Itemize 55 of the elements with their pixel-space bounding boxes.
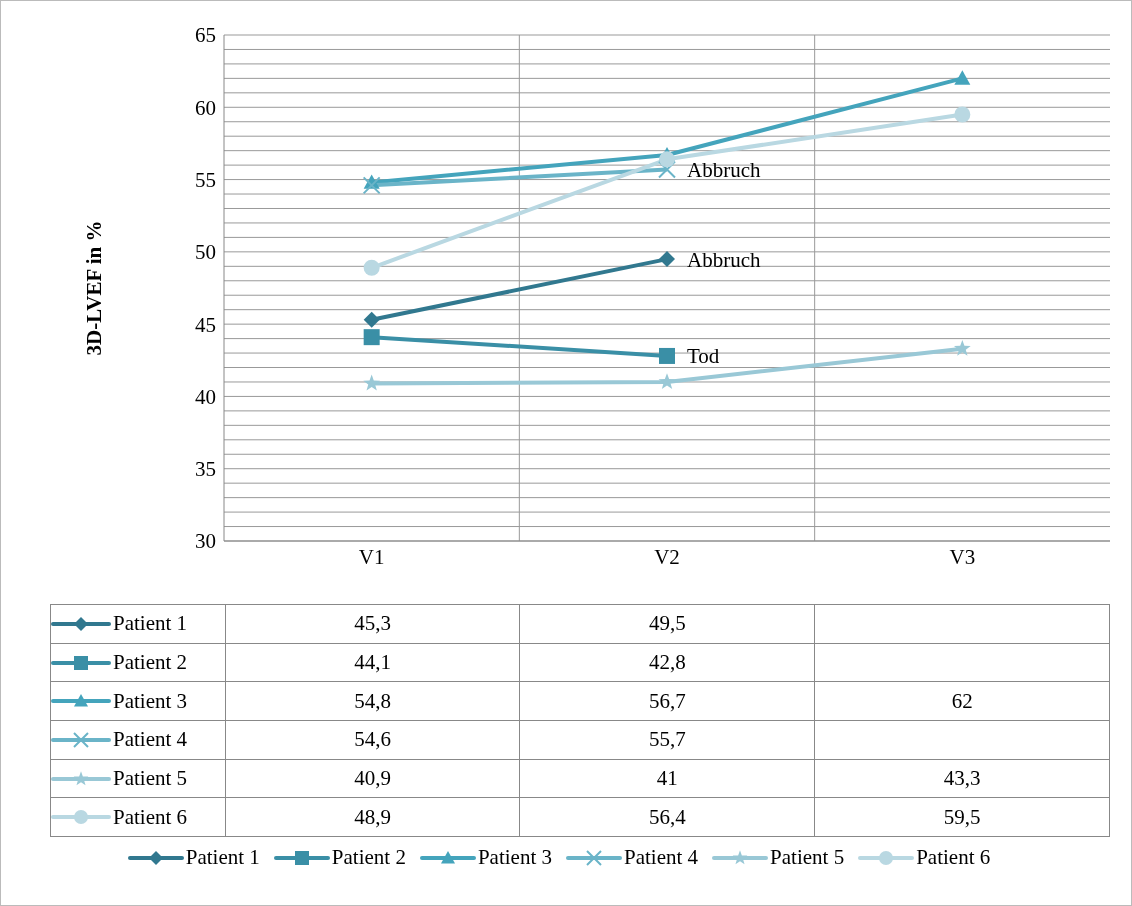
data-label: 42,8 — [520, 643, 816, 682]
text: Patient 3 — [477, 845, 552, 869]
data-label: 43,3 — [815, 759, 1111, 798]
data-label: 59,5 — [815, 798, 1111, 837]
y-tick-label: 60 — [195, 95, 216, 120]
data-label: 54,8 — [225, 682, 521, 721]
x-tick-label: V2 — [654, 544, 680, 569]
y-axis-title: 3D-LVEF in % — [82, 220, 107, 356]
data-label: 56,7 — [520, 682, 816, 721]
data-label: 55,7 — [520, 721, 816, 759]
annotation: Abbruch — [687, 157, 761, 182]
x-tick-label: V1 — [358, 544, 385, 569]
y-tick-label: 40 — [195, 384, 216, 409]
point — [362, 176, 381, 195]
legend-label: Patient 5 — [113, 766, 188, 792]
data-label: 40,9 — [225, 759, 521, 798]
data-label: 41 — [520, 759, 816, 798]
text: Patient 4 — [624, 845, 699, 869]
point — [953, 339, 971, 356]
data-label: 45,3 — [225, 605, 521, 643]
y-tick-label: 35 — [195, 457, 216, 482]
point — [363, 259, 380, 276]
legend-label: Patient 2 — [113, 650, 188, 676]
y-tick-label: 50 — [195, 240, 216, 265]
legend-label: Patient 6 — [113, 804, 188, 830]
annotation: Tod — [687, 344, 720, 369]
text: Patient 2 — [331, 845, 406, 869]
point — [363, 374, 381, 391]
text: Patient 1 — [185, 845, 260, 869]
annotation: Abbruch — [687, 247, 761, 272]
y-tick-label: 45 — [195, 312, 216, 337]
data-label: 54,6 — [225, 721, 521, 759]
text: Patient 5 — [770, 845, 845, 869]
data-label: 62 — [815, 682, 1111, 721]
point — [658, 160, 676, 179]
y-tick-label: 55 — [195, 168, 216, 193]
point — [954, 70, 971, 85]
y-tick-label: 30 — [195, 529, 216, 554]
point — [363, 311, 380, 328]
text: Patient 6 — [916, 845, 991, 869]
legend-label: Patient 4 — [113, 727, 188, 753]
legend-label: Patient 1 — [113, 611, 188, 637]
y-tick-label: 65 — [195, 23, 216, 48]
data-label: 49,5 — [520, 605, 816, 643]
legend-label: Patient 3 — [113, 688, 188, 714]
point — [954, 106, 971, 123]
point — [659, 251, 675, 268]
data-label: 56,4 — [520, 798, 816, 837]
point — [658, 373, 676, 390]
data-label: 44,1 — [225, 643, 521, 682]
point — [363, 329, 380, 346]
point — [659, 347, 675, 364]
x-tick-label: V3 — [949, 544, 976, 569]
point — [659, 151, 675, 168]
data-label: 48,9 — [225, 798, 521, 837]
